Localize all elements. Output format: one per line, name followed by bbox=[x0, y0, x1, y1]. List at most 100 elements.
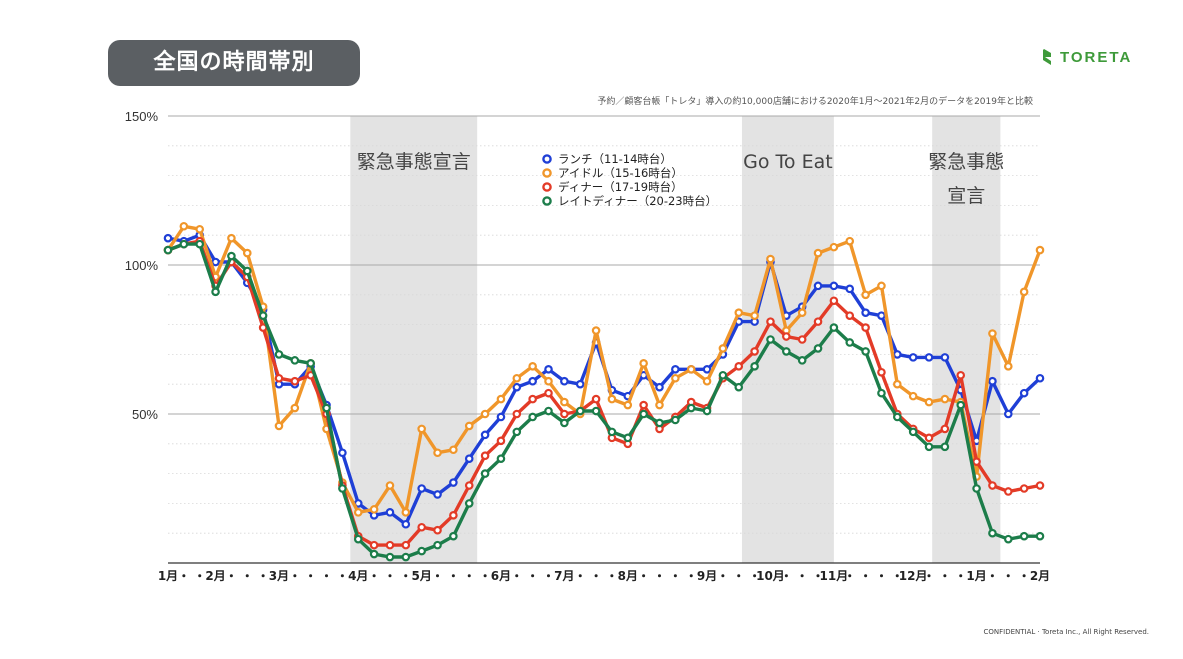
data-point bbox=[829, 296, 839, 306]
x-tick-dot: ・ bbox=[685, 569, 697, 583]
data-point bbox=[845, 236, 855, 246]
x-tick-dot: ・ bbox=[463, 569, 475, 583]
data-point bbox=[227, 233, 236, 243]
data-point bbox=[908, 353, 918, 362]
data-point bbox=[496, 394, 506, 404]
data-point bbox=[591, 394, 601, 404]
data-point bbox=[544, 406, 553, 416]
data-point bbox=[179, 239, 189, 249]
data-point bbox=[1035, 373, 1045, 383]
data-point bbox=[480, 469, 490, 478]
data-point bbox=[417, 522, 426, 532]
x-tick-dot: ・ bbox=[1018, 569, 1030, 583]
data-point bbox=[258, 311, 268, 320]
data-point bbox=[718, 344, 728, 353]
x-tick-dot: ・ bbox=[511, 569, 523, 583]
x-tick-dot: ・ bbox=[479, 569, 491, 583]
x-tick-dot: ・ bbox=[606, 569, 618, 583]
data-point bbox=[338, 484, 347, 493]
shaded-period-label: Go To Eat bbox=[743, 151, 833, 173]
data-point bbox=[924, 433, 934, 443]
data-point bbox=[433, 540, 442, 550]
data-point bbox=[464, 481, 474, 490]
x-tick-label: 4月 bbox=[348, 569, 368, 583]
data-point bbox=[845, 311, 855, 320]
data-point bbox=[972, 484, 981, 493]
data-point bbox=[655, 400, 664, 410]
x-tick-dot: ・ bbox=[289, 569, 301, 583]
data-point bbox=[623, 433, 633, 443]
data-point bbox=[813, 248, 823, 258]
data-point bbox=[528, 362, 537, 371]
data-point bbox=[766, 335, 775, 344]
x-tick-dot: ・ bbox=[986, 569, 998, 583]
data-point bbox=[750, 311, 759, 320]
data-point bbox=[908, 427, 918, 437]
x-tick-dot: ・ bbox=[225, 569, 237, 583]
data-point bbox=[782, 332, 791, 341]
data-point bbox=[353, 534, 363, 544]
x-tick-dot: ・ bbox=[400, 569, 412, 583]
data-point bbox=[766, 254, 775, 264]
data-point bbox=[766, 317, 775, 326]
data-point bbox=[829, 242, 839, 252]
x-tick-dot: ・ bbox=[780, 569, 792, 583]
data-point bbox=[290, 356, 300, 365]
data-point bbox=[1035, 531, 1045, 541]
data-point bbox=[528, 412, 537, 422]
data-point bbox=[750, 362, 759, 371]
series-line-1 bbox=[166, 224, 1042, 514]
data-point bbox=[528, 376, 537, 386]
x-tick-dot: ・ bbox=[590, 569, 602, 583]
data-point bbox=[940, 424, 950, 434]
x-tick-label: 2月 bbox=[1030, 569, 1050, 583]
data-point bbox=[623, 400, 633, 410]
x-tick-dot: ・ bbox=[717, 569, 729, 583]
x-tick-dot: ・ bbox=[384, 569, 396, 583]
x-tick-dot: ・ bbox=[955, 569, 967, 583]
x-tick-label: 1月 bbox=[966, 569, 986, 583]
data-point bbox=[1003, 487, 1013, 496]
data-point bbox=[274, 350, 284, 359]
x-tick-label: 2月 bbox=[205, 569, 225, 583]
data-point bbox=[528, 394, 537, 404]
x-tick-dot: ・ bbox=[336, 569, 348, 583]
data-point bbox=[449, 478, 458, 487]
x-tick-dot: ・ bbox=[321, 569, 333, 583]
x-tick-dot: ・ bbox=[574, 569, 586, 583]
data-point bbox=[433, 525, 442, 535]
legend-label-2: ディナー（17-19時台） bbox=[558, 180, 683, 194]
x-tick-label: 7月 bbox=[554, 569, 574, 583]
x-tick-dot: ・ bbox=[669, 569, 681, 583]
data-point bbox=[877, 311, 886, 320]
data-point bbox=[385, 552, 395, 562]
shaded-period-label: 緊急事態 bbox=[928, 151, 1004, 173]
data-point bbox=[1019, 484, 1029, 493]
x-tick-dot: ・ bbox=[875, 569, 887, 583]
data-point bbox=[861, 290, 870, 300]
data-point bbox=[211, 257, 220, 267]
x-tick-dot: ・ bbox=[178, 569, 190, 583]
data-point bbox=[877, 281, 886, 291]
data-point bbox=[591, 326, 601, 335]
data-point bbox=[940, 353, 950, 362]
data-point bbox=[750, 347, 759, 356]
data-point bbox=[671, 364, 680, 374]
x-tick-dot: ・ bbox=[796, 569, 808, 583]
data-point bbox=[544, 388, 553, 398]
data-point bbox=[480, 409, 490, 419]
data-point bbox=[306, 359, 315, 368]
data-point bbox=[988, 528, 997, 538]
x-tick-label: 1月 bbox=[158, 569, 178, 583]
data-point bbox=[575, 379, 585, 389]
data-point bbox=[861, 308, 870, 317]
data-point bbox=[433, 490, 442, 499]
x-tick-dot: ・ bbox=[241, 569, 253, 583]
x-tick-dot: ・ bbox=[653, 569, 665, 583]
data-point bbox=[607, 394, 617, 404]
data-point bbox=[1019, 531, 1029, 541]
data-point bbox=[290, 403, 300, 413]
data-point bbox=[227, 251, 236, 261]
data-point bbox=[401, 540, 411, 550]
legend-marker-0 bbox=[542, 154, 552, 164]
